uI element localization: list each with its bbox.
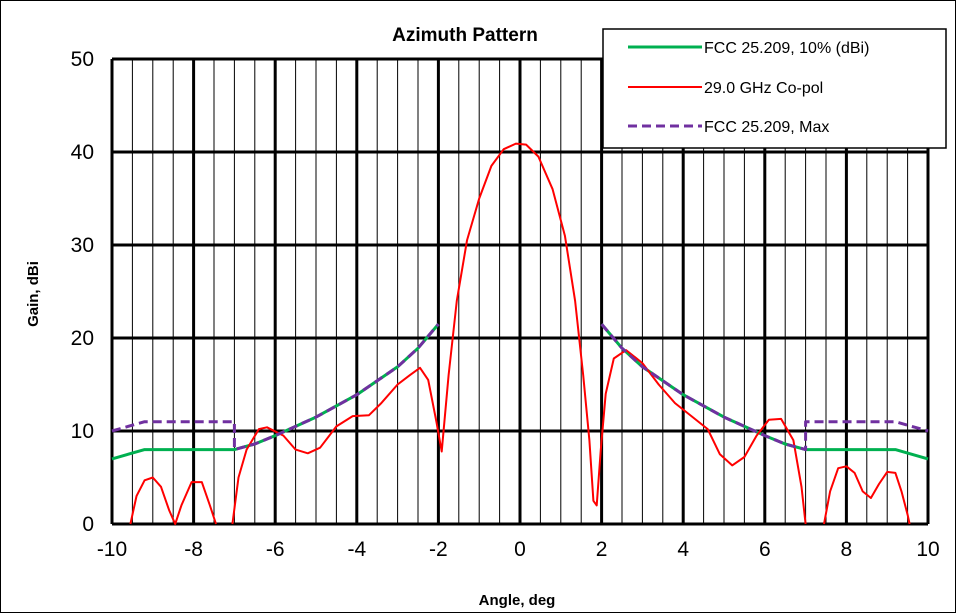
series-line-1 [129,142,911,525]
x-tick-label: 4 [677,538,689,561]
x-tick-label: 6 [759,538,771,561]
x-tick-label: -2 [429,538,448,561]
x-tick-label: 10 [916,538,939,561]
x-tick-label: 2 [596,538,608,561]
y-tick-label: 10 [71,420,94,443]
grid-layer [110,57,930,526]
y-tick-label: 0 [82,513,94,536]
legend-label-29ghz-copol: 29.0 GHz Co-pol [704,80,823,97]
legend-box [602,28,947,149]
y-tick-label: 40 [71,141,94,164]
y-tick-label: 30 [71,234,94,257]
series-layer [111,142,929,525]
x-axis-label: Angle, deg [479,592,556,609]
legend: FCC 25.209, 10% (dBi) 29.0 GHz Co-pol FC… [602,28,947,149]
x-tick-label: 0 [514,538,526,561]
x-tick-label: -6 [266,538,285,561]
y-tick-label: 20 [71,327,94,350]
tick-label-layer: -10 -8 -6 -4 -2 0 2 4 6 8 10 0 10 20 30 40 50 [71,48,940,561]
series-line-2 [111,323,929,452]
y-tick-label: 50 [71,48,94,71]
x-tick-label: 8 [841,538,853,561]
y-axis-label: Gain, dBi [25,261,42,327]
x-tick-label: -8 [184,538,203,561]
chart-title: Azimuth Pattern [392,25,538,46]
legend-label-fcc-10pct: FCC 25.209, 10% (dBi) [704,40,869,57]
legend-label-fcc-max: FCC 25.209, Max [704,119,829,136]
x-tick-label: -10 [97,538,127,561]
x-tick-label: -4 [347,538,366,561]
